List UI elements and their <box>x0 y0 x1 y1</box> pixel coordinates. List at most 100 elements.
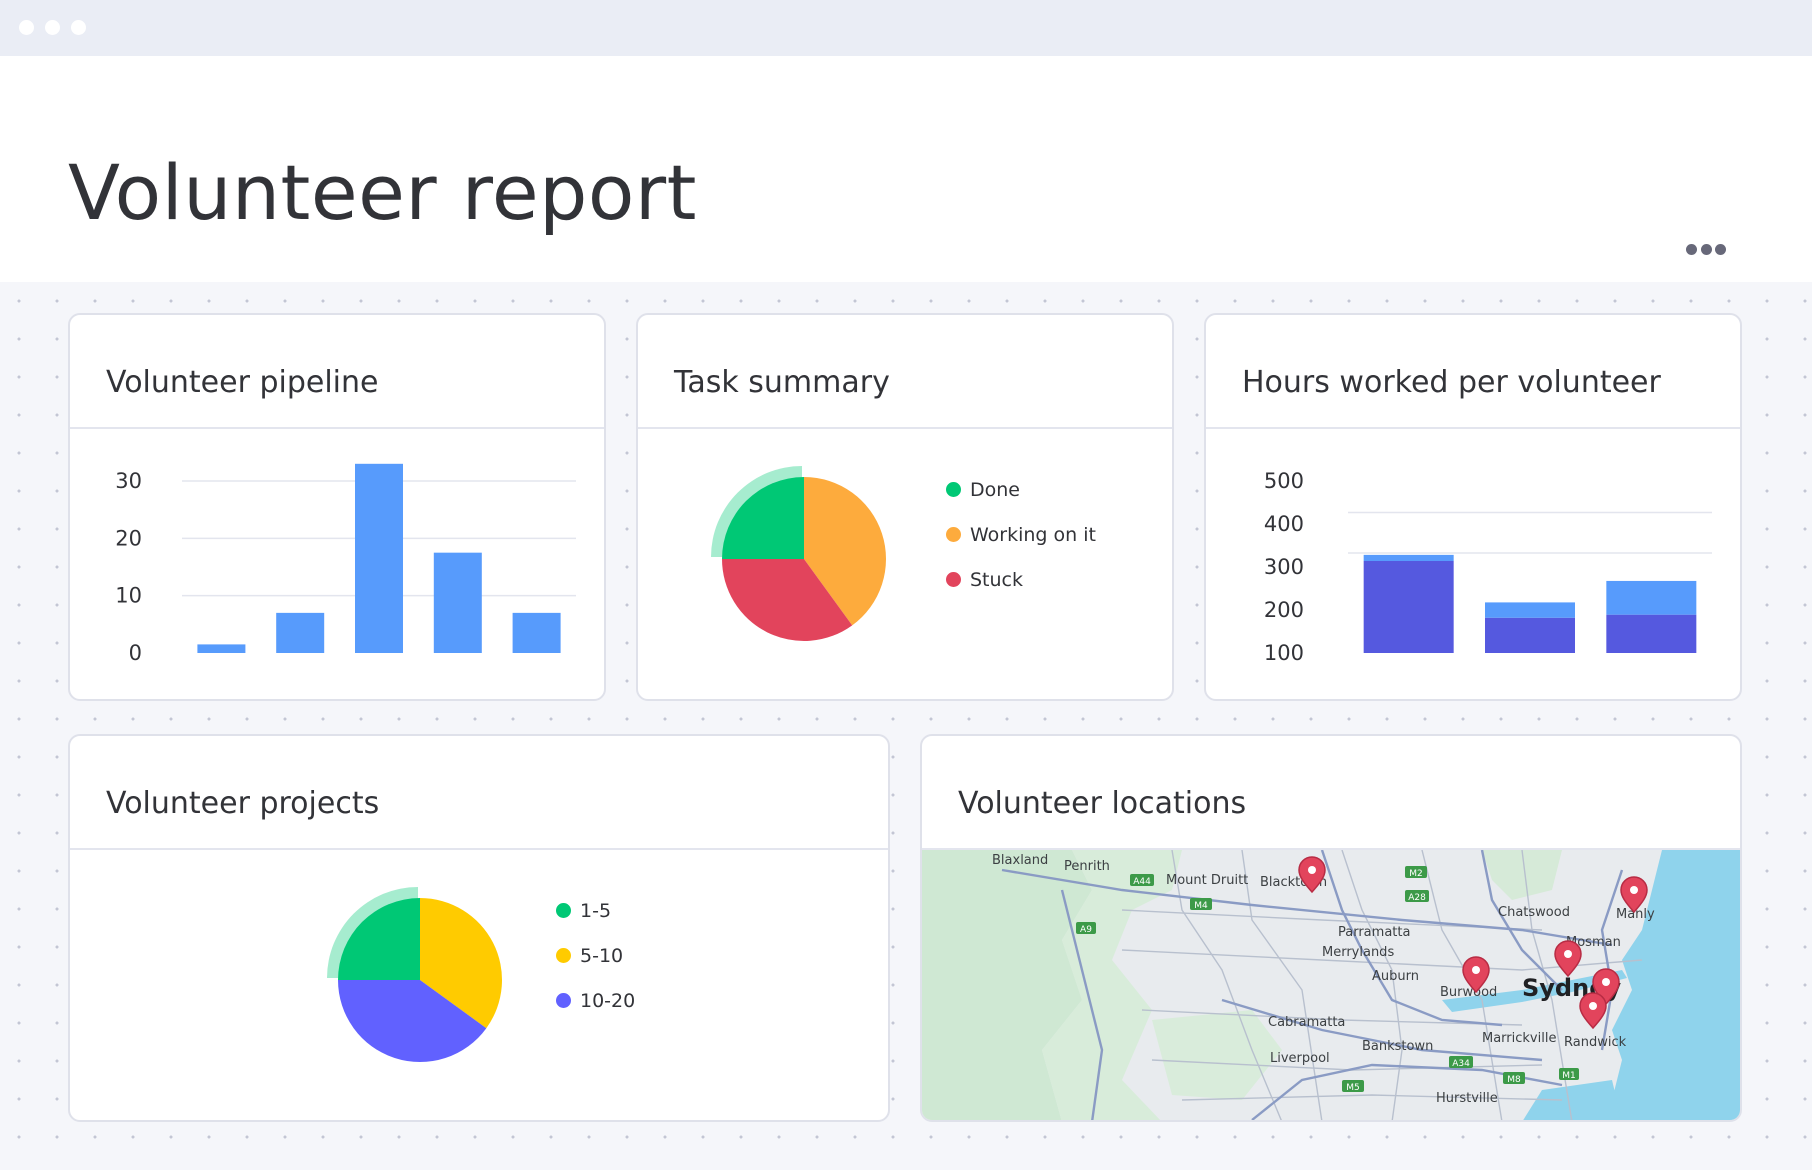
y-tick-label: 500 <box>1264 469 1304 493</box>
bar-segment <box>1606 614 1697 653</box>
map-label: Burwood <box>1440 985 1497 1000</box>
map-label: Manly <box>1616 907 1655 922</box>
map-canvas[interactable]: A44 M4 A9 M2 A28 A34 M5 M8 M1 <box>922 849 1740 1122</box>
y-tick-label: 200 <box>1264 598 1304 622</box>
road-shield <box>1076 922 1096 934</box>
map-place-labels: Blaxland Penrith Mount Druitt Blacktown … <box>992 853 1655 1106</box>
widget-header: Volunteer projects <box>70 736 888 850</box>
more-horizontal-icon <box>1700 243 1712 255</box>
y-tick-label: 20 <box>115 526 142 550</box>
y-tick-label: 0 <box>129 641 142 665</box>
bar-segment <box>1606 580 1697 615</box>
window-dot[interactable] <box>19 20 34 35</box>
map-label: Mount Druitt <box>1166 873 1248 888</box>
legend-item-working[interactable]: Working on it <box>946 512 1096 557</box>
map-minor-roads <box>1121 849 1643 1120</box>
more-horizontal-icon <box>1715 243 1726 255</box>
legend-dot <box>556 903 571 918</box>
widget-title: Task summary <box>674 365 890 400</box>
legend-item-stuck[interactable]: Stuck <box>946 557 1096 602</box>
map-pin-icon[interactable] <box>1554 940 1582 978</box>
widget-title: Hours worked per volunteer <box>1242 365 1661 400</box>
road-shield <box>1449 1056 1473 1068</box>
legend-label: 10-20 <box>580 989 636 1012</box>
legend-item-5-10[interactable]: 5-10 <box>556 933 635 978</box>
y-tick-label: 10 <box>115 584 142 608</box>
window-dot[interactable] <box>45 20 60 35</box>
road-shield-label: M4 <box>1194 901 1208 911</box>
road-shield-label: M1 <box>1562 1071 1576 1081</box>
pie-slice <box>338 898 420 980</box>
map-park <box>1152 1010 1282 1100</box>
pie-slice <box>420 898 502 1029</box>
road-shield-label: A44 <box>1133 877 1151 887</box>
legend-label: Stuck <box>970 568 1024 591</box>
page-header: Volunteer report <box>0 56 1812 282</box>
legend-item-done[interactable]: Done <box>946 467 1096 512</box>
road-shield-label: M8 <box>1507 1075 1521 1085</box>
map-pin-icon[interactable] <box>1462 956 1490 994</box>
road-shield-label: M5 <box>1346 1083 1360 1093</box>
map-motorways <box>1001 849 1624 1120</box>
map-label: Chatswood <box>1498 905 1570 920</box>
map-pin-icon[interactable] <box>1298 856 1326 894</box>
legend-dot <box>946 572 961 587</box>
window-titlebar <box>0 0 1812 56</box>
pie-slice <box>722 559 853 641</box>
legend-dot <box>556 948 571 963</box>
bar <box>433 552 482 653</box>
map-label: Auburn <box>1372 969 1419 984</box>
projects-pie-chart <box>327 887 502 1062</box>
legend-dot <box>946 527 961 542</box>
window-dot[interactable] <box>71 20 86 35</box>
bar-segment <box>1485 617 1575 653</box>
map-label: Blaxland <box>992 853 1048 868</box>
legend-label: Working on it <box>970 523 1096 546</box>
pie-legend: 1-5 5-10 10-20 <box>556 888 635 1023</box>
map-label: Marrickville <box>1482 1031 1556 1046</box>
locations-widget[interactable]: Volunteer locations <box>920 734 1742 1122</box>
task-summary-widget[interactable]: Task summary Done Working on it Stuck <box>636 313 1174 701</box>
map-label: Randwick <box>1564 1035 1627 1050</box>
road-shield <box>1503 1072 1525 1084</box>
y-tick-label: 100 <box>1264 641 1304 665</box>
map-pin-icon[interactable] <box>1620 876 1648 914</box>
map-bay <box>1523 1080 1622 1120</box>
legend-item-1-5[interactable]: 1-5 <box>556 888 635 933</box>
map-pins <box>1298 856 1648 1030</box>
pipeline-bar-chart: 0 10 20 30 <box>115 463 576 665</box>
map-pin-icon[interactable] <box>1579 992 1607 1030</box>
pie-slice <box>338 980 487 1062</box>
projects-widget[interactable]: Volunteer projects 1-5 5-10 10-20 <box>68 734 890 1122</box>
bar <box>276 612 325 653</box>
bar <box>355 463 403 653</box>
pipeline-widget[interactable]: Volunteer pipeline 0 10 20 30 <box>68 313 606 701</box>
road-shield-label: A28 <box>1408 893 1426 903</box>
legend-label: 5-10 <box>580 944 624 967</box>
road-shields: A44 M4 A9 M2 A28 A34 M5 M8 M1 <box>1076 866 1579 1093</box>
legend-label: Done <box>970 478 1020 501</box>
road-shield <box>1405 866 1427 878</box>
y-tick-label: 400 <box>1264 512 1304 536</box>
bar-segment <box>1363 554 1454 561</box>
map-park <box>922 850 1092 1120</box>
legend-dot <box>556 993 571 1008</box>
map-ocean <box>1584 850 1740 1120</box>
bar-segment <box>1485 602 1575 618</box>
map-label: Cabramatta <box>1268 1015 1345 1030</box>
road-shield <box>1342 1080 1364 1092</box>
y-tick-label: 300 <box>1264 555 1304 579</box>
widget-header: Volunteer locations <box>922 736 1740 850</box>
hours-widget[interactable]: Hours worked per volunteer 100 200 300 400 5… <box>1204 313 1742 701</box>
pie-legend: Done Working on it Stuck <box>946 467 1096 602</box>
map-label: Hurstville <box>1436 1091 1498 1106</box>
more-options-button[interactable] <box>1676 232 1736 266</box>
map-label: Bankstown <box>1362 1039 1433 1054</box>
road-shield-label: A9 <box>1080 925 1092 935</box>
y-tick-label: 30 <box>115 469 142 493</box>
volunteer-map[interactable]: A44 M4 A9 M2 A28 A34 M5 M8 M1 <box>922 849 1740 1122</box>
widget-header: Volunteer pipeline <box>70 315 604 429</box>
road-shield <box>1190 898 1212 910</box>
map-label: Merrylands <box>1322 945 1394 960</box>
legend-item-10-20[interactable]: 10-20 <box>556 978 635 1023</box>
